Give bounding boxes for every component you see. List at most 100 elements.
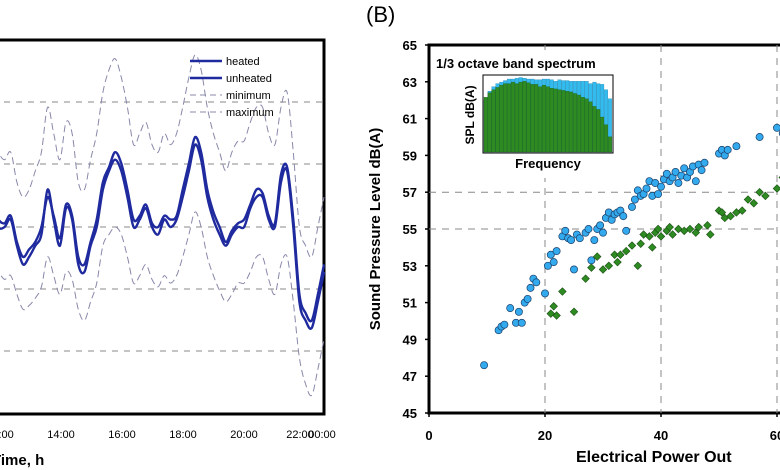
scatter-point-circle [543, 261, 552, 270]
inset-bar-green [538, 86, 543, 153]
scatter-point-circle [723, 145, 732, 154]
inset-bar-green [518, 81, 523, 153]
series-line-minimum [0, 211, 325, 397]
scatter-point-diamond [558, 287, 567, 296]
inset-bar-green [549, 88, 554, 153]
panel-b-y-tick-label: 45 [403, 406, 417, 421]
legend-label-minimum: minimum [226, 90, 271, 102]
panel-a-x-tick-label: 22:00 [286, 429, 314, 441]
scatter-point-diamond [737, 206, 747, 215]
inset-bar-green [569, 91, 574, 153]
inset-bars [483, 77, 612, 153]
legend-label-heated: heated [226, 56, 260, 68]
scatter-point-circle [599, 228, 607, 237]
panel-a-series [0, 54, 326, 397]
inset-bar-green [491, 89, 496, 153]
scatter-point-circle [546, 250, 555, 259]
panel-b-y-tick-label: 49 [403, 332, 417, 347]
scatter-point-circle [671, 168, 680, 176]
inset-bar-green [588, 101, 593, 153]
scatter-point-circle [674, 179, 683, 187]
scatter-point-circle [541, 289, 549, 298]
scatter-point-circle [500, 320, 509, 329]
panel-b-x-ticks: 0 20 40 60 [425, 413, 780, 443]
scatter-point-diamond [581, 274, 590, 283]
panel-b-y-tick-label: 65 [403, 38, 417, 53]
scatter-point-circle [755, 133, 764, 141]
scatter-point-diamond [694, 222, 703, 232]
scatter-point-diamond [610, 250, 619, 259]
scatter-point-diamond [587, 263, 596, 272]
series-line-heated [0, 143, 326, 330]
inset-bar-green [522, 81, 527, 153]
scatter-point-circle [514, 307, 523, 316]
panel-a-x-tick-label: 16:00 [108, 429, 136, 441]
inset-bar-green [596, 109, 601, 153]
scatter-point-circle [697, 166, 706, 175]
legend-label-maximum: maximum [226, 107, 274, 119]
scatter-point-diamond [691, 228, 701, 237]
scatter-point-circle [680, 164, 689, 173]
scatter-point-circle [732, 142, 741, 151]
panel-b-x-axis-label: Electrical Power Out [576, 449, 732, 466]
scatter-point-circle [691, 177, 700, 186]
panel-a-x-tick-label: 20:00 [230, 429, 258, 441]
inset-bar-green [495, 87, 500, 153]
scatter-point-diamond [706, 230, 715, 239]
legend-label-unheated: unheated [226, 73, 272, 85]
inset-bar-green [565, 91, 570, 153]
inset-bar-green [557, 89, 562, 153]
scatter-point-circle [773, 123, 780, 132]
scatter-point-circle [628, 202, 636, 211]
scatter-point-diamond [653, 224, 663, 234]
scatter-point-diamond [627, 241, 637, 250]
scatter-point-circle [561, 226, 570, 235]
scatter-point-circle [596, 221, 605, 230]
panel-b-y-tick-label: 53 [403, 259, 417, 274]
scatter-point-circle [549, 258, 558, 267]
inset-bar-green [526, 82, 531, 153]
scatter-point-circle [587, 256, 596, 265]
inset-spectrum: 1/3 octave band spectrum SPL dB(A) Frequ… [431, 50, 641, 178]
scatter-point-diamond [616, 250, 625, 259]
scatter-point-diamond [749, 199, 759, 208]
panel-a-x-axis-label: Time, h [0, 452, 44, 469]
panel-b-data-points [480, 123, 780, 370]
inset-bar-green [542, 84, 546, 153]
inset-bar-green [545, 86, 550, 153]
panel-b-x-tick-label: 20 [538, 428, 552, 443]
panel-b-y-tick-label: 47 [403, 369, 417, 384]
scatter-point-diamond [743, 195, 753, 204]
scatter-point-diamond [755, 187, 764, 197]
scatter-point-diamond [604, 261, 614, 271]
inset-bar-green [534, 84, 539, 153]
panel-a-x-tick-label: 22:00 [0, 429, 14, 441]
scatter-point-diamond [636, 239, 645, 248]
inset-bar-green [580, 97, 585, 153]
panel-a-x-tick-label: 00:00 [308, 429, 336, 441]
scatter-point-diamond [592, 252, 602, 261]
panel-b-y-axis-label: Sound Pressure Level dB(A) [367, 128, 384, 331]
inset-bar-green [607, 136, 612, 153]
scatter-point-diamond [717, 208, 727, 217]
panel-a-legend: heated unheated minimum maximum [190, 56, 274, 119]
scatter-point-diamond [645, 232, 654, 241]
inset-x-axis-label: Frequency [515, 156, 582, 171]
scatter-point-diamond [598, 265, 608, 274]
scatter-point-circle [657, 182, 665, 191]
scatter-point-diamond [726, 211, 735, 221]
panel-a-x-tick-label: 18:00 [169, 429, 197, 441]
scatter-point-diamond [703, 221, 712, 230]
scatter-point-circle [700, 158, 709, 167]
scatter-point-circle [622, 226, 631, 235]
scatter-point-diamond [668, 230, 677, 239]
scatter-point-diamond [549, 302, 558, 311]
inset-bar-green [514, 83, 519, 153]
scatter-point-diamond [639, 230, 648, 239]
inset-bar-green [592, 106, 597, 153]
scatter-point-circle [570, 265, 578, 274]
scatter-point-diamond [621, 246, 631, 256]
scatter-point-circle [662, 169, 671, 178]
